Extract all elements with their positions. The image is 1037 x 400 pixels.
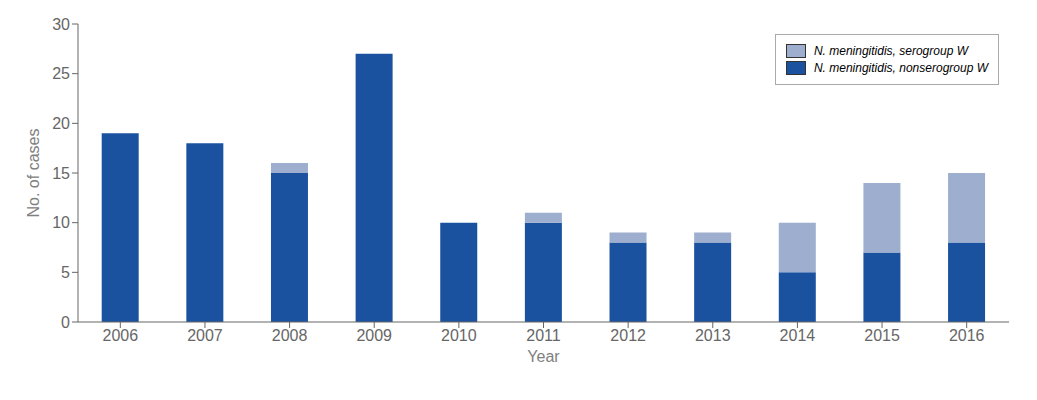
svg-text:2014: 2014 [780,327,816,344]
svg-text:2008: 2008 [272,327,308,344]
svg-text:2013: 2013 [695,327,731,344]
svg-text:20: 20 [52,115,70,132]
svg-text:No. of cases: No. of cases [25,129,42,218]
svg-text:2010: 2010 [441,327,477,344]
svg-text:2007: 2007 [187,327,223,344]
svg-text:15: 15 [52,165,70,182]
svg-text:5: 5 [61,264,70,281]
html-text:N. meningitidis, serogroup W: N. meningitidis, serogroup W [813,44,968,58]
svg-text:2015: 2015 [864,327,900,344]
svg-text:10: 10 [52,214,70,231]
svg-text:2012: 2012 [610,327,646,344]
svg-text:2016: 2016 [949,327,985,344]
svg-text:2009: 2009 [356,327,392,344]
html-text:N. meningitidis, nonserogroup: N. meningitidis, nonserogroup W [813,61,988,75]
svg-text:25: 25 [52,65,70,82]
svg-text:0: 0 [61,314,70,331]
svg-text:2006: 2006 [103,327,139,344]
svg-text:2011: 2011 [526,327,561,344]
svg-text:Year: Year [527,348,560,365]
svg-text:30: 30 [52,16,70,33]
